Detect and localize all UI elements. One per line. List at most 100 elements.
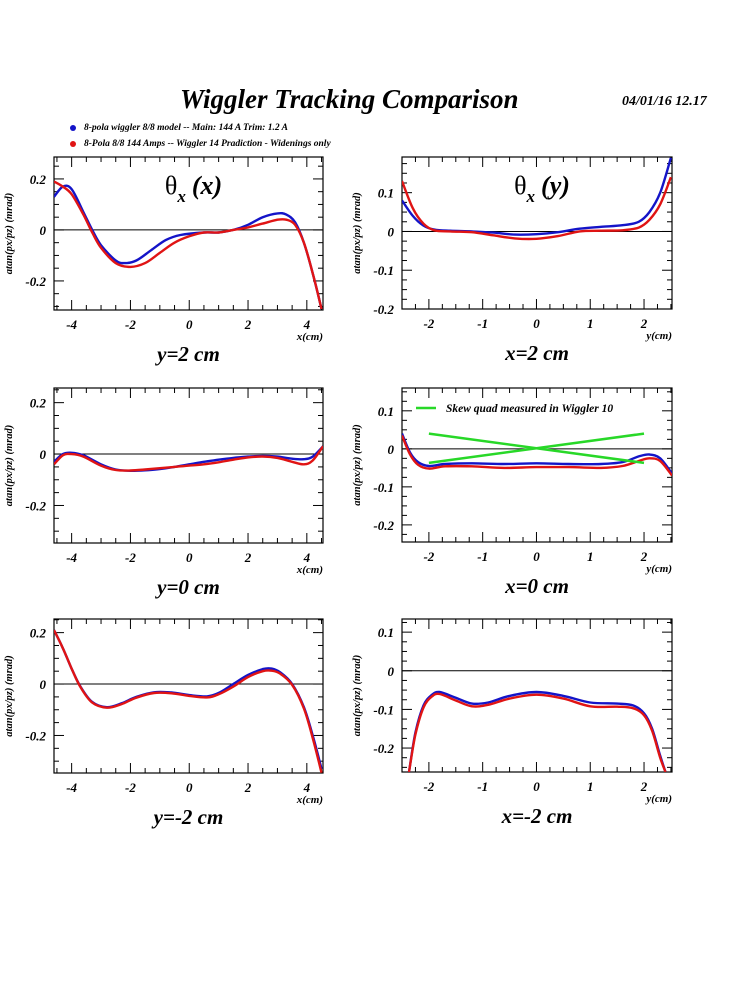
x-tick-label: -1: [477, 316, 488, 331]
x-tick-label: 0: [186, 317, 193, 332]
x-axis-label: x(cm): [296, 564, 323, 576]
y-tick-label: 0.1: [378, 625, 394, 640]
y-tick-label: 0: [388, 664, 395, 679]
plot-frame: [53, 618, 324, 774]
x-tick-label: 2: [244, 317, 252, 332]
red-dot-icon: [70, 140, 76, 147]
panel-caption: y=2 cm: [154, 342, 220, 366]
x-tick-label: 0: [533, 779, 540, 794]
x-tick-label: -2: [423, 779, 434, 794]
series-line-blue: [402, 157, 672, 236]
x-tick-label: -1: [477, 779, 488, 794]
plot-frame: [53, 387, 324, 544]
x-tick-label: 0: [186, 550, 193, 565]
panel-title: θx (x): [165, 171, 222, 206]
y-axis-label: atan(px/pz) (mrad): [4, 655, 15, 736]
y-tick-label: 0.1: [378, 404, 394, 419]
plot-frame: [53, 156, 324, 311]
panel-3: -4 -2 0 2 4 -0.2 0 0.2 x(cm) atan(px/pz) (mrad) y=…: [4, 387, 324, 599]
x-tick-label: 4: [303, 317, 311, 332]
series-group: [402, 432, 672, 477]
series-line-red: [54, 180, 323, 310]
legend-item-prediction: 8-Pola 8/8 144 Amps -- Wiggler 14 Pradic…: [70, 139, 331, 149]
y-tick-label: 0.2: [30, 172, 47, 187]
y-tick-label: 0: [388, 442, 395, 457]
series-line-blue: [54, 629, 323, 770]
x-tick-label: 2: [640, 549, 648, 564]
y-axis-label: atan(px/pz) (mrad): [4, 425, 15, 506]
series-line-blue: [407, 690, 667, 772]
page-title: Wiggler Tracking Comparison: [180, 84, 519, 114]
legend-label: 8-Pola 8/8 144 Amps -- Wiggler 14 Pradic…: [84, 139, 331, 149]
legend-label: 8-pola wiggler 8/8 model -- Main: 144 A …: [84, 123, 288, 133]
y-tick-label: -0.2: [25, 498, 46, 513]
x-tick-label: -4: [66, 780, 77, 795]
y-tick-label: -0.1: [373, 702, 394, 717]
x-tick-label: 0: [533, 316, 540, 331]
panel-4: -2 -1 0 1 2 -0.2 -0.1 0 0.1 y(cm) atan(px/pz) (mra…: [352, 387, 673, 598]
series-line-red: [402, 176, 672, 241]
panel-5: -4 -2 0 2 4 -0.2 0 0.2 x(cm) atan(px/pz) (mrad) y=…: [4, 618, 324, 829]
panel-title: θx (y): [514, 171, 570, 206]
x-tick-label: -2: [125, 780, 136, 795]
series-line-red: [407, 692, 667, 772]
y-tick-label: -0.1: [373, 263, 394, 278]
series-group: [402, 157, 672, 241]
panel-caption: x=-2 cm: [501, 804, 573, 828]
y-axis-label: atan(px/pz) (mrad): [352, 655, 363, 736]
series-line-red: [402, 435, 672, 477]
series-group: [54, 445, 323, 473]
y-tick-label: 0: [40, 677, 47, 692]
panel-caption: x=2 cm: [504, 341, 569, 365]
y-tick-label: 0: [40, 223, 47, 238]
panel-2: -2 -1 0 1 2 -0.2 -0.1 0 0.1 y(cm) atan(px/pz) (mra…: [352, 156, 673, 365]
y-tick-label: -0.1: [373, 480, 394, 495]
panel-caption: x=0 cm: [504, 574, 569, 598]
annotation-legend-label: Skew quad measured in Wiggler 10: [446, 403, 613, 415]
x-tick-label: 0: [533, 549, 540, 564]
plot-frame: [401, 156, 673, 310]
x-tick-label: 0: [186, 780, 193, 795]
y-tick-label: 0: [388, 224, 395, 239]
x-tick-label: 2: [244, 780, 252, 795]
x-axis-label: y(cm): [644, 330, 672, 342]
series-line-red: [54, 629, 323, 773]
blue-dot-icon: [70, 124, 76, 131]
panel-caption: y=-2 cm: [151, 805, 224, 829]
date-stamp: 04/01/16 12.17: [622, 94, 707, 109]
legend-item-model: 8-pola wiggler 8/8 model -- Main: 144 A …: [70, 123, 288, 133]
panel-6: -2 -1 0 1 2 -0.2 -0.1 0 0.1 y(cm) atan(px/pz) (mra…: [352, 618, 673, 828]
x-tick-label: 1: [587, 549, 594, 564]
y-tick-label: -0.2: [373, 741, 394, 756]
x-tick-label: 4: [303, 550, 311, 565]
x-tick-label: -4: [66, 550, 77, 565]
y-tick-label: -0.2: [373, 518, 394, 533]
series-line-green: [428, 432, 645, 465]
y-axis-label: atan(px/pz) (mrad): [352, 424, 363, 505]
y-axis-label: atan(px/pz) (mrad): [4, 193, 15, 274]
x-tick-label: -2: [125, 550, 136, 565]
x-tick-label: 4: [303, 780, 311, 795]
y-axis-label: atan(px/pz) (mrad): [352, 192, 363, 273]
series-line-blue: [54, 184, 323, 310]
x-tick-label: -2: [423, 316, 434, 331]
series-group: [54, 629, 323, 773]
series-line-blue: [402, 433, 672, 475]
plot-frame: [401, 618, 673, 773]
x-tick-label: 1: [587, 316, 594, 331]
panel-title-subscript: x: [526, 187, 536, 206]
y-tick-label: 0.2: [30, 396, 47, 411]
x-axis-label: y(cm): [644, 793, 672, 805]
panel-1: -4 -2 0 2 4 -0.2 0 0.2 x(cm) atan(px/pz) (mrad) y=…: [4, 156, 324, 366]
x-tick-label: -2: [423, 549, 434, 564]
x-tick-label: 2: [640, 779, 648, 794]
x-axis-label: y(cm): [644, 563, 672, 575]
y-tick-label: -0.2: [373, 302, 394, 317]
panel-title-subscript: x: [176, 187, 186, 206]
y-tick-label: 0: [40, 447, 47, 462]
panel-caption: y=0 cm: [154, 575, 220, 599]
x-tick-label: -1: [477, 549, 488, 564]
x-tick-label: -4: [66, 317, 77, 332]
x-tick-label: 2: [640, 316, 648, 331]
